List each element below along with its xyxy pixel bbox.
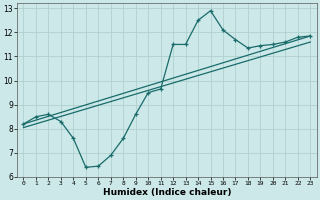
X-axis label: Humidex (Indice chaleur): Humidex (Indice chaleur) [103,188,231,197]
